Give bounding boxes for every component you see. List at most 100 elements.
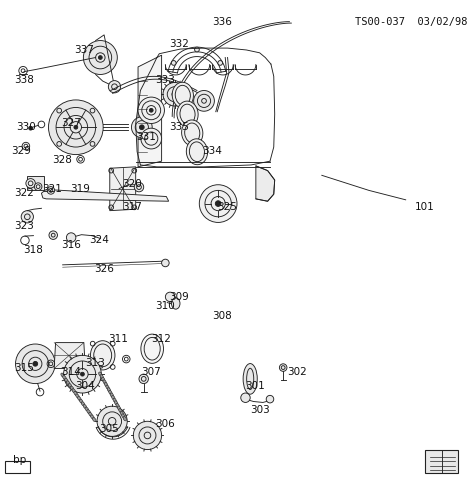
Text: 306: 306 (155, 419, 175, 429)
Ellipse shape (76, 394, 79, 398)
Circle shape (33, 362, 37, 366)
Circle shape (138, 97, 164, 123)
Ellipse shape (122, 414, 125, 418)
Ellipse shape (61, 373, 64, 377)
Text: 321: 321 (42, 184, 62, 193)
Circle shape (133, 421, 162, 450)
Text: 319: 319 (71, 184, 91, 193)
Ellipse shape (74, 391, 77, 396)
Ellipse shape (78, 397, 81, 401)
Ellipse shape (118, 406, 121, 410)
Circle shape (171, 61, 176, 65)
Ellipse shape (82, 402, 85, 406)
Polygon shape (41, 189, 169, 201)
Text: 318: 318 (24, 245, 43, 255)
Polygon shape (138, 55, 162, 167)
Ellipse shape (111, 396, 115, 400)
Circle shape (81, 372, 84, 376)
Ellipse shape (106, 385, 109, 390)
Ellipse shape (113, 398, 117, 402)
Ellipse shape (177, 101, 198, 127)
Circle shape (48, 100, 103, 154)
Text: 314: 314 (61, 368, 81, 377)
Ellipse shape (186, 139, 208, 165)
Circle shape (134, 183, 144, 192)
FancyBboxPatch shape (426, 450, 457, 473)
Circle shape (199, 184, 237, 222)
Circle shape (109, 81, 120, 93)
Ellipse shape (63, 376, 66, 380)
Ellipse shape (68, 383, 72, 388)
Text: 303: 303 (250, 405, 270, 415)
Circle shape (141, 128, 162, 149)
Ellipse shape (123, 417, 127, 421)
Ellipse shape (87, 410, 91, 414)
Circle shape (139, 125, 144, 129)
Text: 330: 330 (16, 122, 36, 132)
Ellipse shape (110, 393, 114, 397)
Text: 335: 335 (170, 122, 190, 132)
Circle shape (99, 56, 102, 60)
Circle shape (29, 126, 33, 130)
Circle shape (49, 231, 57, 240)
Text: 317: 317 (122, 202, 142, 213)
Ellipse shape (100, 374, 103, 379)
Text: 327: 327 (61, 118, 81, 127)
Circle shape (194, 91, 214, 111)
Text: TS00-037  03/02/98: TS00-037 03/02/98 (356, 17, 468, 28)
Circle shape (16, 344, 55, 384)
Ellipse shape (119, 409, 122, 413)
Text: 324: 324 (90, 235, 109, 246)
Text: 310: 310 (155, 301, 175, 311)
Ellipse shape (141, 334, 164, 363)
Ellipse shape (91, 415, 94, 419)
Ellipse shape (70, 386, 74, 390)
Circle shape (162, 259, 169, 267)
Text: 313: 313 (85, 358, 105, 368)
Ellipse shape (99, 372, 102, 376)
Ellipse shape (172, 82, 193, 108)
Text: 101: 101 (415, 202, 435, 213)
Circle shape (47, 186, 55, 194)
Text: 337: 337 (74, 45, 94, 56)
Circle shape (266, 396, 274, 403)
Circle shape (215, 201, 221, 207)
Text: 338: 338 (14, 75, 34, 85)
Circle shape (26, 179, 36, 188)
Circle shape (35, 183, 42, 190)
Ellipse shape (91, 341, 115, 370)
Polygon shape (54, 342, 85, 369)
Text: 328: 328 (52, 155, 72, 165)
Text: 332: 332 (170, 39, 190, 49)
Circle shape (279, 364, 287, 371)
Circle shape (131, 117, 152, 138)
Circle shape (83, 40, 117, 74)
Circle shape (163, 83, 187, 106)
Ellipse shape (115, 401, 118, 405)
Ellipse shape (64, 378, 68, 382)
Circle shape (149, 108, 153, 112)
Polygon shape (27, 176, 44, 190)
Circle shape (66, 233, 76, 242)
Circle shape (195, 47, 199, 52)
Text: 322: 322 (14, 188, 34, 198)
Ellipse shape (172, 298, 180, 309)
Text: 325: 325 (217, 202, 237, 213)
Text: 302: 302 (287, 368, 307, 377)
Circle shape (165, 292, 175, 302)
Ellipse shape (66, 381, 70, 385)
Ellipse shape (80, 399, 83, 403)
Circle shape (74, 125, 78, 129)
Text: 308: 308 (212, 311, 232, 321)
Text: bp: bp (13, 456, 26, 465)
Circle shape (218, 61, 223, 65)
Ellipse shape (72, 389, 75, 393)
Text: 326: 326 (94, 264, 114, 274)
Ellipse shape (116, 403, 119, 408)
Ellipse shape (109, 390, 112, 395)
Text: 334: 334 (202, 146, 222, 156)
Ellipse shape (103, 380, 106, 384)
Text: 311: 311 (109, 334, 128, 344)
Ellipse shape (107, 388, 110, 392)
Text: 305: 305 (99, 424, 118, 434)
